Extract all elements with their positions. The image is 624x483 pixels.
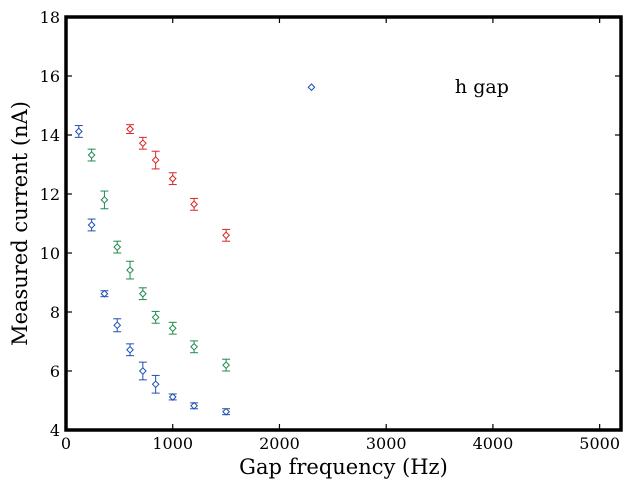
data-marks bbox=[74, 83, 316, 416]
data-point bbox=[87, 221, 96, 229]
x-axis-label: Gap frequency (Hz) bbox=[239, 455, 448, 479]
tick-labels: 0 1000 2000 3000 4000 5000 4 6 8 10 12 14 16 18 bbox=[40, 8, 620, 453]
data-point bbox=[190, 200, 198, 209]
y-tick-label: 12 bbox=[40, 185, 60, 204]
y-tick-label: 16 bbox=[40, 67, 60, 86]
data-point bbox=[190, 401, 198, 410]
data-point bbox=[126, 266, 134, 275]
x-tick-label: 4000 bbox=[473, 434, 514, 453]
x-tick-label: 5000 bbox=[579, 434, 620, 453]
data-point bbox=[168, 393, 177, 401]
data-point bbox=[113, 321, 122, 330]
data-point bbox=[222, 407, 231, 416]
series-2 bbox=[87, 148, 231, 372]
data-point bbox=[126, 125, 134, 134]
data-point bbox=[138, 367, 147, 375]
data-point bbox=[100, 289, 109, 298]
data-point bbox=[168, 174, 177, 183]
x-tick-label: 0 bbox=[61, 434, 71, 453]
annotation-label: h gap bbox=[455, 76, 509, 98]
data-point bbox=[74, 127, 83, 136]
x-tick-label: 2000 bbox=[259, 434, 300, 453]
y-axis-label: Measured current (nA) bbox=[8, 101, 32, 346]
data-point bbox=[126, 345, 134, 354]
x-tick-label: 3000 bbox=[366, 434, 407, 453]
data-point bbox=[168, 324, 177, 333]
data-point bbox=[100, 195, 109, 204]
data-point bbox=[151, 156, 160, 164]
y-tick-label: 8 bbox=[50, 303, 60, 322]
plot-area bbox=[66, 17, 621, 430]
x-tick-label: 1000 bbox=[152, 434, 193, 453]
data-point bbox=[222, 361, 231, 370]
data-point bbox=[222, 231, 231, 240]
series-1 bbox=[74, 83, 316, 416]
data-point bbox=[151, 313, 160, 322]
y-tick-label: 10 bbox=[40, 244, 60, 263]
data-point bbox=[138, 289, 147, 298]
data-point bbox=[151, 380, 160, 389]
y-tick-label: 4 bbox=[50, 421, 60, 440]
series-3 bbox=[126, 124, 231, 242]
data-point bbox=[113, 243, 122, 252]
y-tick-label: 6 bbox=[50, 362, 60, 381]
y-tick-label: 14 bbox=[40, 126, 60, 145]
data-point bbox=[138, 139, 147, 148]
data-point bbox=[307, 83, 316, 92]
data-point bbox=[87, 151, 96, 159]
plot-frame bbox=[64, 15, 623, 432]
y-tick-label: 18 bbox=[40, 8, 60, 27]
data-point bbox=[190, 342, 198, 351]
